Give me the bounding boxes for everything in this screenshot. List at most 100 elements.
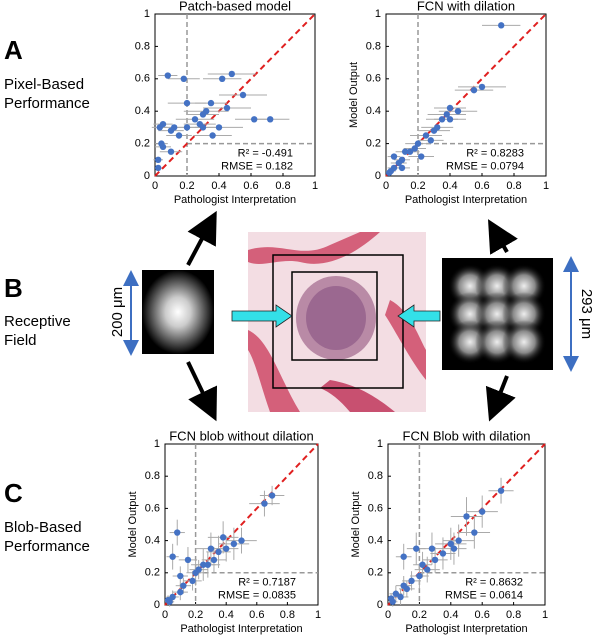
point xyxy=(428,545,436,552)
arrow xyxy=(186,361,218,422)
x-tick-label: 0.2 xyxy=(188,609,203,621)
point xyxy=(400,582,407,589)
panel-letter: A xyxy=(4,35,23,65)
point xyxy=(200,561,207,568)
point xyxy=(174,529,181,536)
y-tick-label: 0.8 xyxy=(145,470,160,482)
y-tick-label: 1 xyxy=(144,8,150,20)
point xyxy=(230,540,238,548)
point xyxy=(478,83,486,91)
y-tick-label: 0.2 xyxy=(145,567,160,579)
y-axis-label: Model Output xyxy=(127,491,139,557)
y-tick-label: 0.6 xyxy=(368,502,383,514)
point xyxy=(158,140,165,147)
point xyxy=(210,556,218,564)
point xyxy=(424,566,431,573)
annotation: R² = 0.8632 xyxy=(465,577,523,589)
arrow xyxy=(488,219,518,255)
plot-frame xyxy=(164,443,319,606)
point xyxy=(497,487,505,494)
y-tick-label: 1 xyxy=(375,8,381,20)
point xyxy=(164,596,172,604)
point xyxy=(183,124,191,131)
point xyxy=(155,164,162,172)
x-tick-label: 0.6 xyxy=(474,180,489,192)
x-tick-label: 0.6 xyxy=(475,609,490,621)
annotation: R² = -0.491 xyxy=(238,148,293,160)
point xyxy=(238,537,245,544)
point xyxy=(261,500,268,507)
point xyxy=(239,91,247,99)
x-tick-label: 0.8 xyxy=(506,180,521,192)
point xyxy=(455,537,462,544)
tissue-image xyxy=(248,232,426,412)
point xyxy=(192,569,199,576)
annotation: RMSE = 0.0794 xyxy=(446,161,524,173)
y-tick-label: 0.2 xyxy=(135,138,150,150)
point xyxy=(199,124,207,131)
point xyxy=(180,582,187,589)
point xyxy=(215,124,223,131)
x-tick-label: 0.6 xyxy=(243,180,258,192)
x-axis-label: Pathologist Interpretation xyxy=(405,194,527,206)
x-tick-label: 1 xyxy=(542,609,548,621)
point xyxy=(470,86,478,94)
point xyxy=(184,556,192,564)
point xyxy=(431,556,439,564)
y-tick-label: 0.6 xyxy=(145,502,160,514)
point xyxy=(177,588,184,596)
y-tick-label: 0.6 xyxy=(366,73,381,85)
annotation: R² = 0.8283 xyxy=(466,148,524,160)
panel-caption: Performance xyxy=(4,538,90,555)
chart-title: Patch-based model xyxy=(179,0,291,13)
point xyxy=(175,132,183,139)
point xyxy=(207,99,215,107)
scale-label: 200 μm xyxy=(109,287,126,337)
cyan-arrow xyxy=(231,304,293,328)
point xyxy=(167,148,175,155)
point xyxy=(402,148,409,155)
panel-caption: Pixel-Based xyxy=(4,76,84,93)
point xyxy=(223,545,230,552)
point xyxy=(447,540,454,548)
point xyxy=(416,572,423,580)
panel-letter: B xyxy=(4,273,23,303)
chart-title: FCN Blob with dilation xyxy=(403,428,531,443)
cyan-arrow xyxy=(397,304,441,328)
point xyxy=(406,148,414,155)
point xyxy=(207,545,215,552)
x-tick-label: 0.2 xyxy=(410,180,425,192)
panel-caption: Blob-Based xyxy=(4,519,82,536)
y-axis-label: Model Output xyxy=(348,62,360,128)
x-tick-label: 0.4 xyxy=(443,609,458,621)
y-tick-label: 0.6 xyxy=(135,73,150,85)
point xyxy=(446,104,454,112)
point xyxy=(387,595,395,602)
y-tick-label: 1 xyxy=(377,438,383,450)
point xyxy=(443,111,450,118)
y-tick-label: 1 xyxy=(154,438,160,450)
y-tick-label: 0.4 xyxy=(366,105,381,117)
y-tick-label: 0.8 xyxy=(135,40,150,52)
x-tick-label: 0.4 xyxy=(219,609,234,621)
point xyxy=(395,159,402,167)
point xyxy=(419,561,426,568)
point xyxy=(386,169,393,176)
point xyxy=(454,108,462,115)
annotation: RMSE = 0.0614 xyxy=(445,590,523,602)
x-tick-label: 0.8 xyxy=(506,609,521,621)
point xyxy=(219,534,227,541)
point xyxy=(164,72,171,79)
point xyxy=(209,132,216,139)
x-tick-label: 0.8 xyxy=(275,180,290,192)
point xyxy=(159,120,167,128)
x-tick-label: 0 xyxy=(385,609,391,621)
point xyxy=(219,75,226,83)
point xyxy=(413,545,420,552)
y-tick-label: 0.2 xyxy=(366,138,381,150)
x-axis-label: Pathologist Interpretation xyxy=(174,194,296,206)
point xyxy=(400,553,407,560)
y-tick-label: 0.8 xyxy=(366,40,381,52)
point xyxy=(390,153,398,160)
